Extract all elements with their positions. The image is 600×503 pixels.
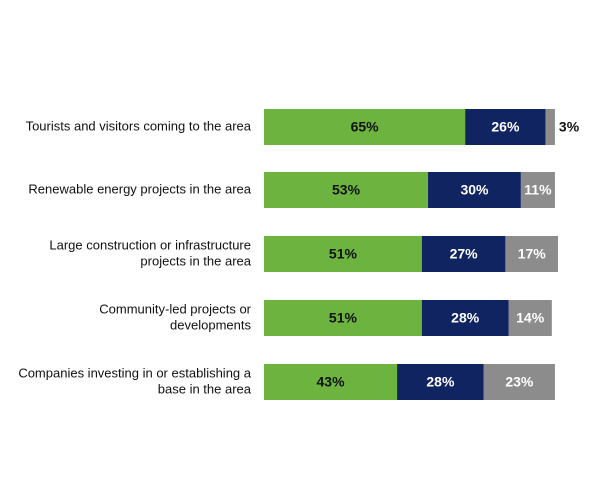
bar-segment [505, 236, 559, 272]
category-label: Community-led projects or [99, 301, 251, 316]
bar-segment [264, 300, 422, 336]
data-label: 65% [351, 119, 380, 135]
category-label: Tourists and visitors coming to the area [26, 118, 252, 133]
bar-segment [545, 109, 555, 145]
data-label: 53% [332, 182, 361, 198]
bar-segment [428, 172, 521, 208]
data-label: 3% [559, 119, 580, 135]
data-label: 14% [516, 310, 545, 326]
data-label: 26% [491, 119, 520, 135]
category-label: Companies investing in or establishing a [18, 365, 251, 380]
bar-segment [421, 300, 509, 336]
category-label: Renewable energy projects in the area [28, 181, 251, 196]
category-label: base in the area [158, 381, 252, 396]
category-label: Large construction or infrastructure [49, 237, 251, 252]
data-label: 17% [518, 246, 547, 262]
bar-segment [264, 236, 422, 272]
data-label: 43% [317, 374, 346, 390]
data-label: 28% [426, 374, 455, 390]
data-label: 27% [450, 246, 479, 262]
bar-segment [465, 109, 546, 145]
data-label: 28% [451, 310, 480, 326]
bar-segment [508, 300, 552, 336]
bar-segment [421, 236, 506, 272]
bar-segment [264, 109, 466, 145]
category-label: projects in the area [140, 253, 251, 268]
data-label: 23% [505, 374, 534, 390]
bar-segment [483, 364, 555, 400]
bar-segment [264, 172, 429, 208]
data-label: 11% [524, 182, 552, 198]
bar-segment [520, 172, 555, 208]
data-label: 51% [329, 246, 358, 262]
category-label: developments [170, 317, 251, 332]
bar-segment [264, 364, 398, 400]
bar-segment [397, 364, 484, 400]
data-label: 30% [460, 182, 489, 198]
data-label: 51% [329, 310, 358, 326]
